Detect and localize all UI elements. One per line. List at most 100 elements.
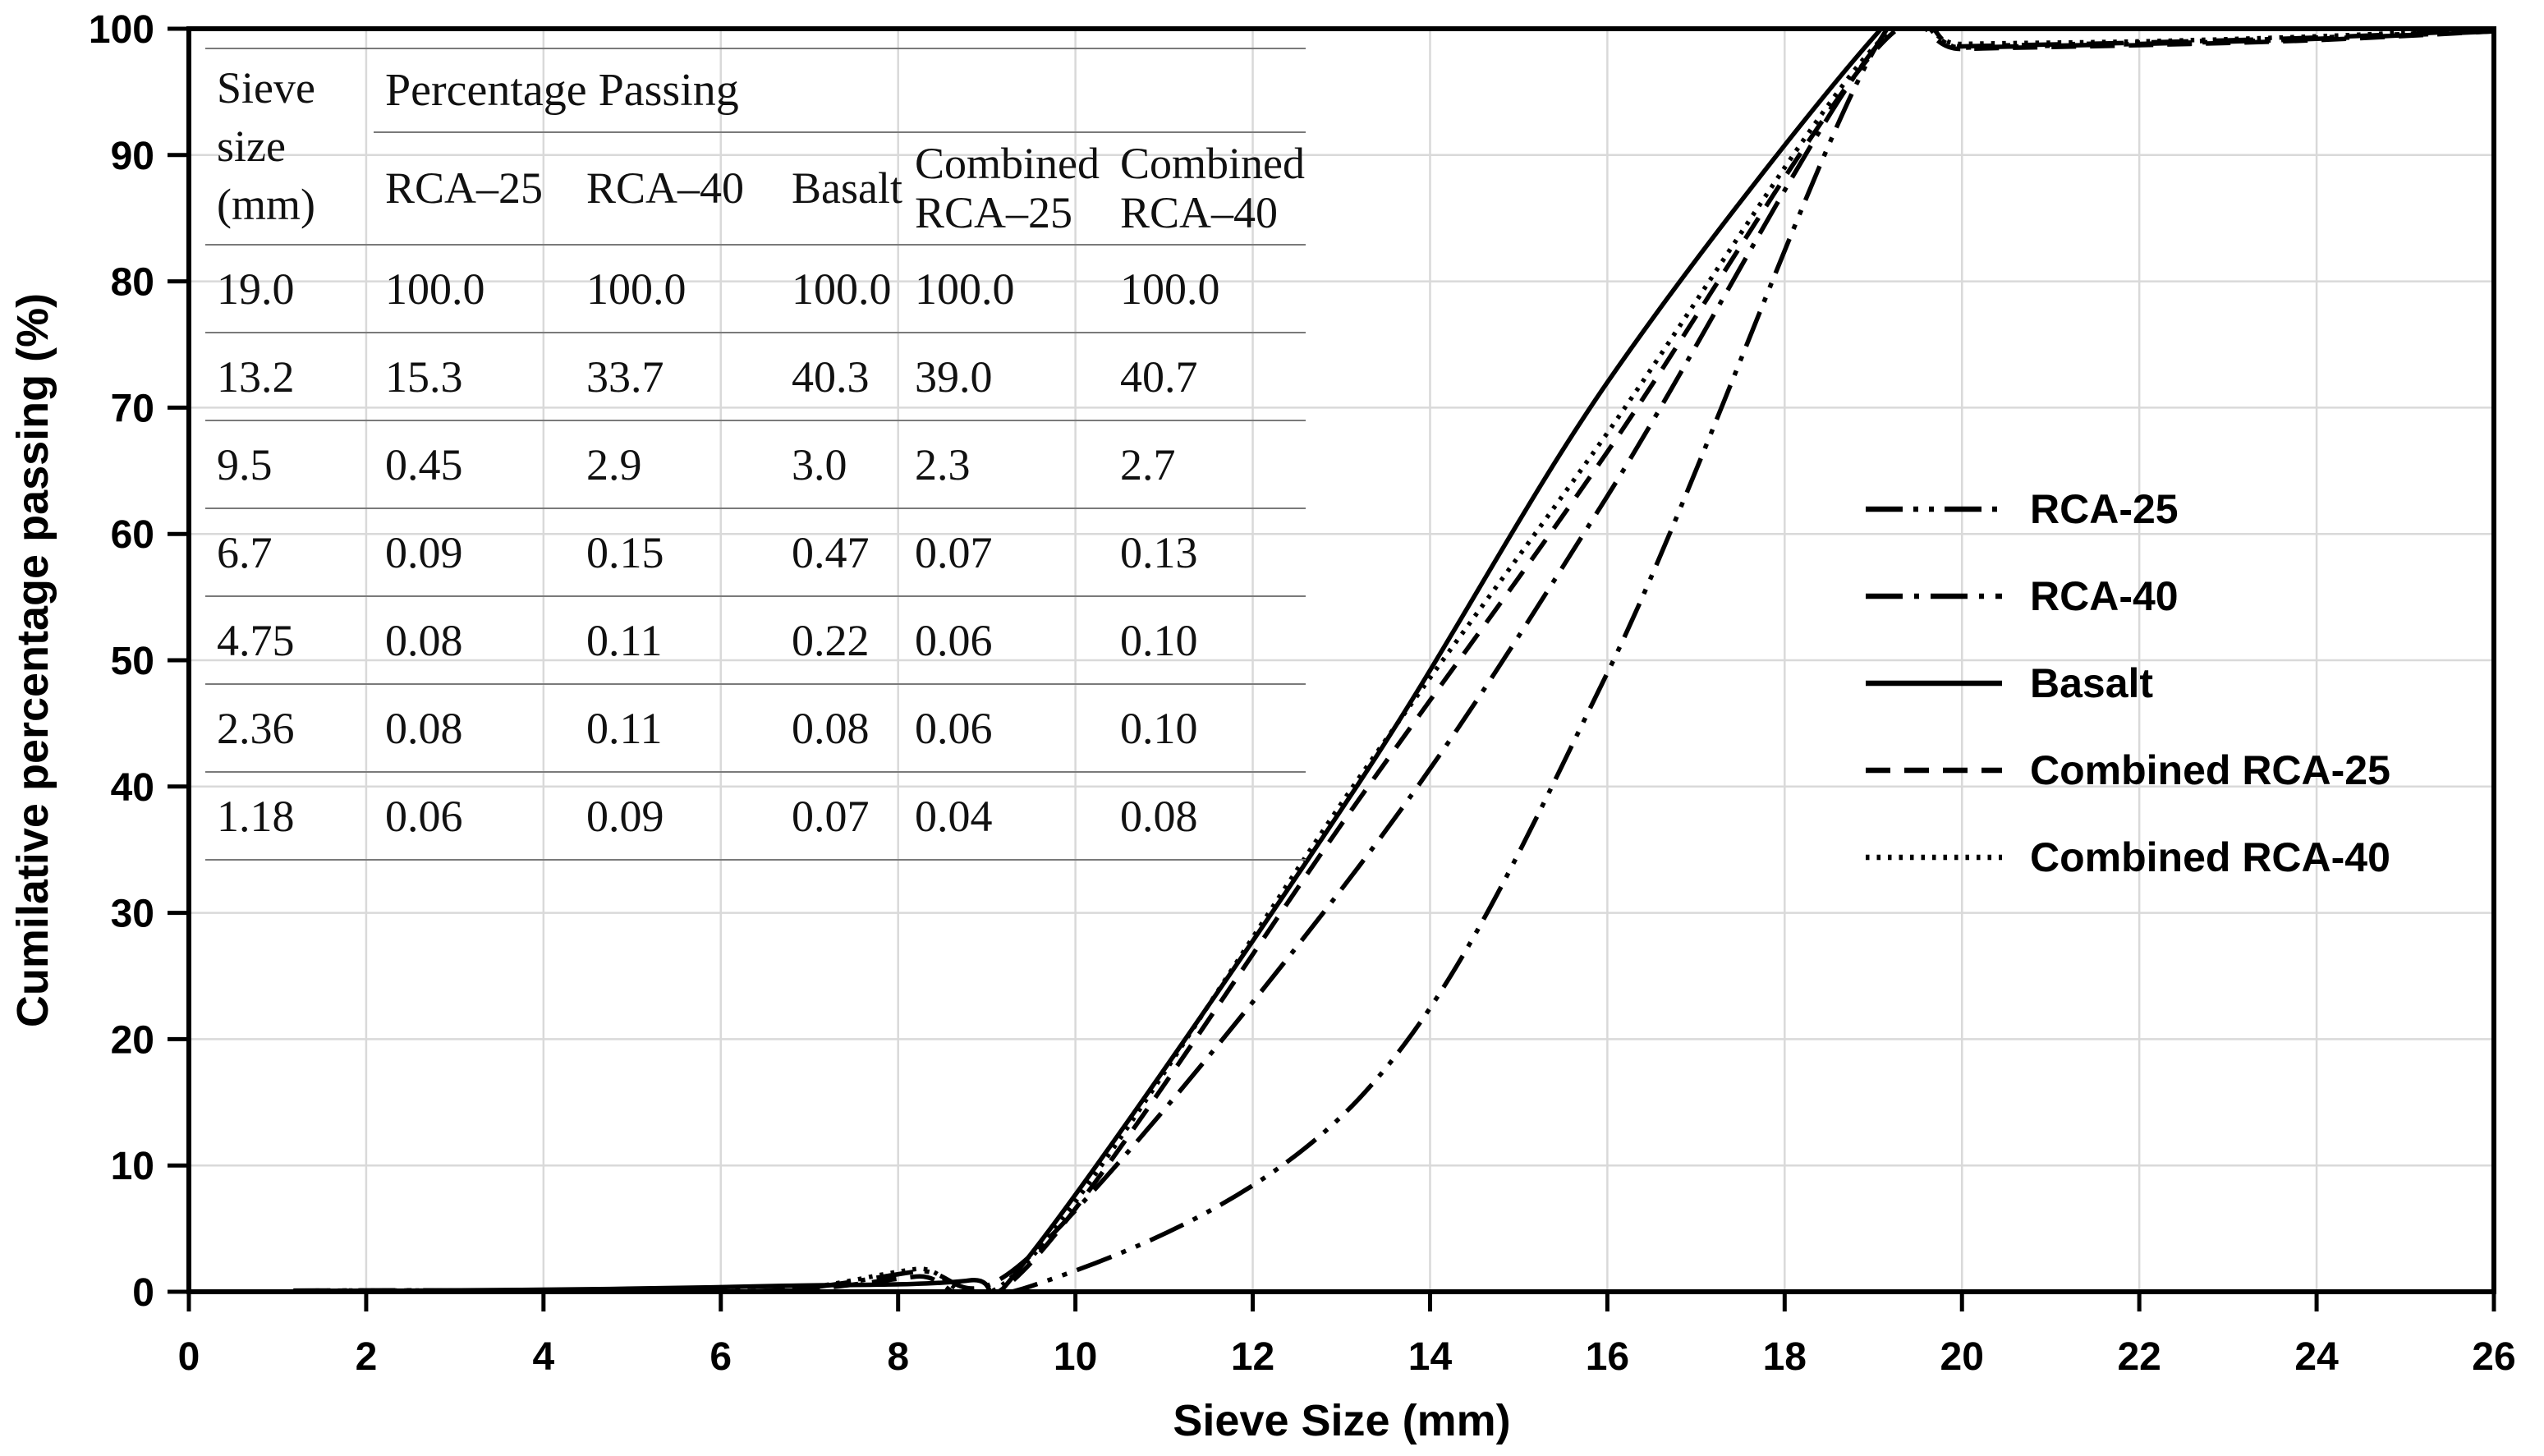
table-cell-sieve: 6.7 [205, 508, 374, 596]
series-curves [293, 26, 2495, 1294]
sieve-table-body: Sieve size (mm) Percentage Passing RCA–25 RCA… [205, 48, 1306, 860]
x-tick-label: 8 [887, 1335, 909, 1379]
table-cell-value: 2.7 [1109, 420, 1306, 508]
table-cell-value: 0.45 [374, 420, 575, 508]
table-cell-value: 3.0 [780, 420, 903, 508]
table-cell-value: 0.06 [903, 683, 1109, 772]
table-cell-value: 0.06 [374, 771, 575, 860]
table-cell-value: 0.11 [575, 595, 780, 684]
sieve-table: Sieve size (mm) Percentage Passing RCA–25 RCA… [205, 48, 1306, 861]
y-tick-label: 10 [111, 1145, 154, 1188]
legend-line-sample-icon [1866, 506, 2002, 512]
table-cell-value: 0.09 [575, 771, 780, 860]
x-tick-label: 20 [1940, 1335, 1984, 1379]
table-cell-value: 0.47 [780, 508, 903, 596]
legend-label: RCA-40 [2030, 573, 2179, 619]
table-column-header-combined-rca-40: Combined RCA–40 [1120, 139, 1305, 237]
table-row: 4.75 0.08 0.11 0.22 0.06 0.10 [205, 595, 1306, 684]
y-tick-label: 90 [111, 135, 154, 178]
table-cell-value: 2.9 [575, 420, 780, 508]
axis-tick-labels: 0 2 4 6 8 10 12 14 16 18 20 22 24 2601020304050607080… [89, 8, 2516, 1379]
legend-line-sample-icon [1866, 767, 2002, 774]
table-column-header-rca-40: RCA–40 [586, 163, 745, 213]
legend-line-sample-icon [1866, 593, 2002, 599]
table-cell-sieve: 1.18 [205, 771, 374, 860]
table-cell-sieve: 19.0 [205, 244, 374, 333]
y-tick-label: 30 [111, 893, 154, 936]
table-cell-value: 0.13 [1109, 508, 1306, 596]
table-cell-value: 100.0 [903, 244, 1109, 333]
table-cell-value: 0.15 [575, 508, 780, 596]
legend-item-combined-rca-25: Combined RCA-25 [1864, 727, 2390, 814]
table-cell-value: 40.3 [780, 332, 903, 420]
table-column-header-combined-rca-25: Combined RCA–25 [915, 139, 1100, 237]
table-cell-value: 0.04 [903, 771, 1109, 860]
x-tick-label: 2 [356, 1335, 378, 1379]
x-tick-label: 6 [709, 1335, 732, 1379]
table-header-percentage-passing: Percentage Passing [374, 48, 1306, 133]
table-cell-sieve: 4.75 [205, 595, 374, 684]
table-cell-value: 39.0 [903, 332, 1109, 420]
x-tick-label: 10 [1054, 1335, 1097, 1379]
table-cell-value: 33.7 [575, 332, 780, 420]
table-row: 2.36 0.08 0.11 0.08 0.06 0.10 [205, 683, 1306, 772]
x-tick-label: 24 [2294, 1335, 2339, 1379]
y-tick-label: 100 [89, 8, 154, 52]
legend-line-sample-icon [1866, 854, 2002, 861]
table-cell-value: 0.07 [780, 771, 903, 860]
y-tick-label: 0 [132, 1271, 154, 1315]
x-tick-label: 12 [1231, 1335, 1274, 1379]
table-cell-value: 0.08 [780, 683, 903, 772]
table-cell-value: 0.07 [903, 508, 1109, 596]
axis-ticks [168, 26, 2496, 1311]
table-cell-value: 40.7 [1109, 332, 1306, 420]
table-cell-sieve: 13.2 [205, 332, 374, 420]
table-cell-value: 100.0 [575, 244, 780, 333]
series-curve-combined-rca-40 [293, 26, 2495, 1294]
x-axis-title: Sieve Size (mm) [1173, 1396, 1510, 1445]
legend-item-rca-25: RCA-25 [1864, 466, 2390, 553]
x-tick-label: 22 [2117, 1335, 2161, 1379]
table-cell-value: 100.0 [780, 244, 903, 333]
legend-label: Combined RCA-40 [2030, 834, 2390, 880]
x-tick-label: 4 [532, 1335, 554, 1379]
y-tick-label: 70 [111, 387, 154, 430]
table-cell-value: 100.0 [374, 244, 575, 333]
legend-item-combined-rca-40: Combined RCA-40 [1864, 814, 2390, 901]
x-tick-label: 18 [1763, 1335, 1807, 1379]
table-column-header-rca-25: RCA–25 [385, 163, 544, 213]
y-axis-title: Cumilative percentage passing (%) [8, 293, 57, 1027]
y-tick-label: 20 [111, 1018, 154, 1062]
x-tick-label: 16 [1586, 1335, 1629, 1379]
table-row: 19.0 100.0 100.0 100.0 100.0 100.0 [205, 244, 1306, 333]
series-curve-rca-40 [293, 26, 2495, 1294]
x-tick-label: 0 [178, 1335, 200, 1379]
x-tick-label: 14 [1408, 1335, 1453, 1379]
table-cell-value: 0.08 [374, 683, 575, 772]
table-cell-sieve: 9.5 [205, 420, 374, 508]
legend-label: Combined RCA-25 [2030, 747, 2390, 793]
table-cell-value: 2.3 [903, 420, 1109, 508]
gridlines [189, 29, 2494, 1292]
sieve-table-container: Sieve size (mm) Percentage Passing RCA–25 RCA… [205, 48, 1306, 861]
legend-label: RCA-25 [2030, 486, 2179, 532]
table-header-sieve-size: Sieve size (mm) [217, 62, 315, 230]
table-column-header-basalt: Basalt [792, 163, 902, 213]
table-cell-value: 0.10 [1109, 595, 1306, 684]
y-tick-label: 40 [111, 766, 154, 810]
x-tick-label: 26 [2472, 1335, 2515, 1379]
table-row: 1.18 0.06 0.09 0.07 0.04 0.08 [205, 771, 1306, 860]
legend-label: Basalt [2030, 660, 2154, 706]
legend-item-rca-40: RCA-40 [1864, 553, 2390, 640]
y-tick-label: 60 [111, 513, 154, 557]
table-cell-value: 0.11 [575, 683, 780, 772]
table-row: 13.2 15.3 33.7 40.3 39.0 40.7 [205, 332, 1306, 420]
table-cell-value: 0.08 [1109, 771, 1306, 860]
y-tick-label: 50 [111, 640, 154, 683]
table-row: 9.5 0.45 2.9 3.0 2.3 2.7 [205, 420, 1306, 508]
series-curve-basalt [293, 26, 2494, 1294]
table-cell-sieve: 2.36 [205, 683, 374, 772]
table-cell-value: 0.10 [1109, 683, 1306, 772]
